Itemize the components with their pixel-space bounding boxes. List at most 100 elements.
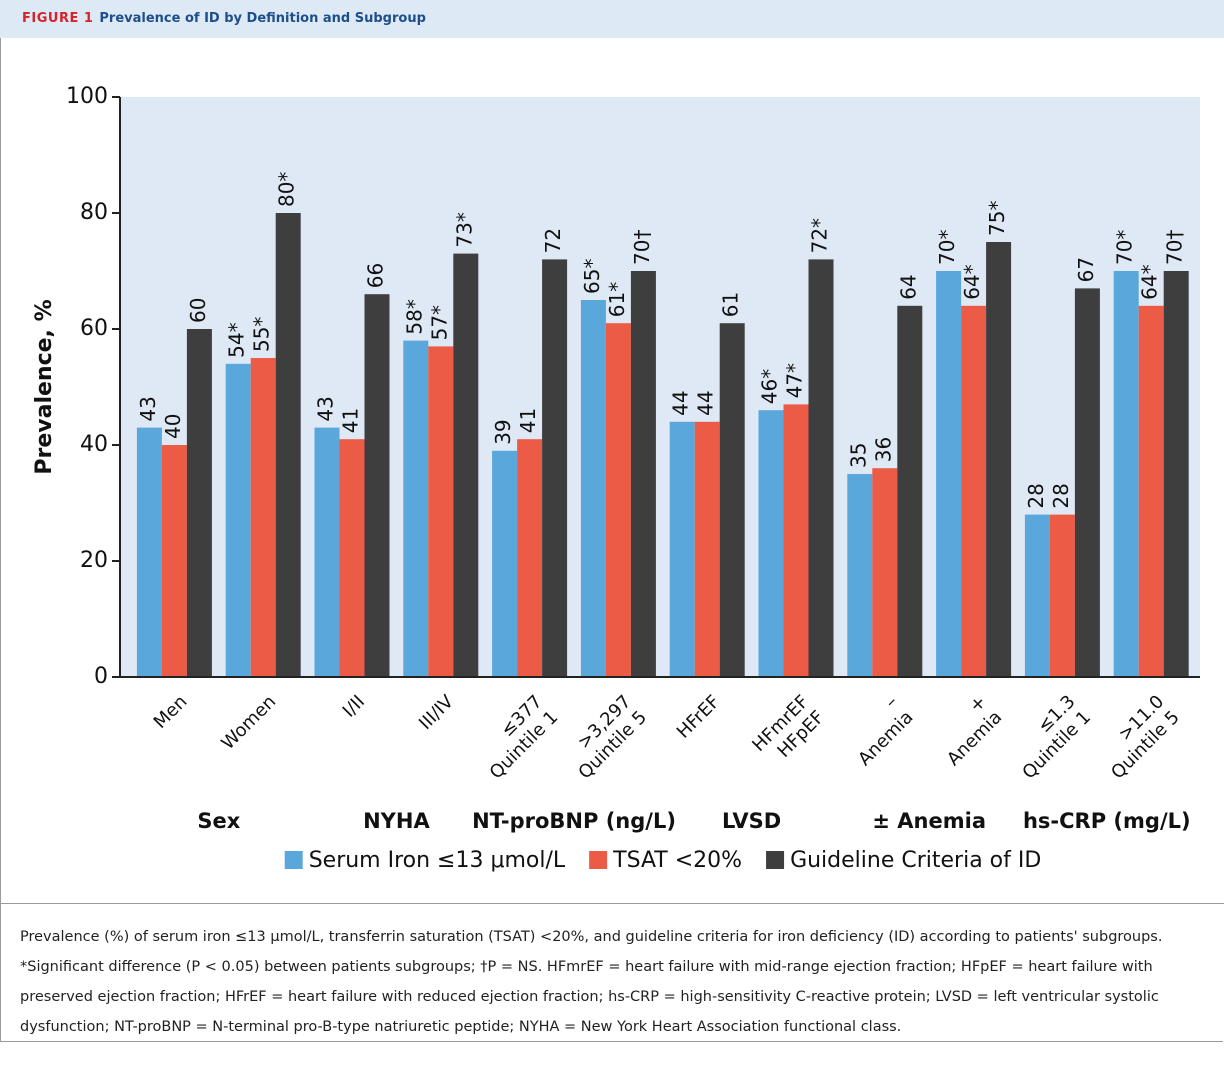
bar: [1074, 288, 1100, 677]
value-label: 58*: [402, 299, 426, 334]
bar: [492, 450, 518, 677]
value-label: 67: [1074, 257, 1098, 282]
value-label: 70*: [935, 230, 959, 265]
value-label: 64*: [960, 264, 984, 299]
bar: [542, 259, 568, 677]
value-label: 65*: [580, 259, 604, 294]
bar: [694, 421, 720, 677]
value-label: 64: [896, 274, 920, 299]
value-label: 57*: [427, 305, 451, 340]
value-label: 80*: [275, 172, 299, 207]
value-label: 41: [516, 408, 540, 433]
bar: [136, 427, 162, 677]
bar: [453, 253, 479, 677]
x-tick-label: Anemia: [943, 707, 1006, 770]
y-tick-label: 20: [80, 548, 108, 573]
value-label: 41: [339, 408, 363, 433]
y-tick-label: 0: [94, 664, 108, 689]
group-label: hs-CRP (mg/L): [1023, 809, 1191, 833]
bar: [872, 468, 898, 677]
y-tick-label: 40: [80, 432, 108, 457]
bar: [403, 340, 429, 677]
bar: [161, 445, 187, 677]
y-axis-label: Prevalence, %: [32, 299, 57, 474]
group-label: LVSD: [722, 809, 781, 833]
group-label: NYHA: [363, 809, 430, 833]
value-label: 61*: [605, 282, 629, 317]
value-label: 47*: [783, 363, 807, 398]
legend-label: TSAT <20%: [612, 848, 742, 873]
value-label: 28: [1049, 483, 1073, 508]
figure-header: FIGURE 1 Prevalence of ID by Definition a…: [0, 0, 1224, 38]
legend-label: Serum Iron ≤13 μmol/L: [309, 848, 566, 873]
bar: [936, 271, 962, 677]
value-label: 54*: [225, 322, 249, 357]
value-label: 72*: [808, 218, 832, 253]
figure-number: FIGURE 1: [22, 11, 94, 26]
y-tick-label: 100: [66, 84, 108, 109]
value-label: 73*: [452, 212, 476, 247]
bar: [225, 363, 251, 677]
legend-label: Guideline Criteria of ID: [790, 848, 1041, 873]
value-label: 44: [694, 390, 718, 415]
bar: [986, 242, 1012, 677]
bar: [364, 294, 390, 677]
y-tick-label: 60: [80, 316, 108, 341]
value-label: 46*: [758, 369, 782, 404]
y-tick-label: 80: [80, 200, 108, 225]
x-tick-label: Anemia: [854, 707, 917, 770]
bar: [605, 323, 631, 677]
value-label: 36: [871, 437, 895, 462]
x-tick-label: HFrEF: [673, 691, 724, 742]
legend-swatch: [766, 851, 785, 869]
bar: [783, 404, 809, 677]
group-label: Sex: [197, 809, 240, 833]
bar: [250, 358, 276, 677]
value-label: 43: [136, 396, 160, 421]
bar: [669, 421, 695, 677]
value-label: 70†: [630, 230, 654, 265]
value-label: 39: [491, 419, 515, 444]
value-label: 61: [719, 292, 743, 317]
bar: [630, 271, 656, 677]
caption: Prevalence (%) of serum iron ≤13 μmol/L,…: [20, 929, 1163, 1035]
bar: [1024, 514, 1050, 677]
value-label: 70†: [1163, 230, 1187, 265]
bar: [1138, 305, 1164, 677]
legend-swatch: [284, 851, 303, 869]
value-label: 64*: [1138, 264, 1162, 299]
bar: [339, 439, 365, 677]
value-label: 66: [364, 263, 388, 288]
bar: [186, 329, 212, 677]
value-label: 60: [186, 298, 210, 323]
value-label: 75*: [985, 201, 1009, 236]
group-label: NT-proBNP (ng/L): [472, 809, 676, 833]
value-label: 43: [314, 396, 338, 421]
bar: [961, 305, 987, 677]
bar: [847, 474, 873, 677]
value-label: 55*: [250, 317, 274, 352]
bar: [580, 300, 606, 677]
x-tick-label: III/IV: [415, 691, 458, 734]
value-label: 35: [846, 443, 870, 468]
bar: [758, 410, 784, 677]
value-label: 40: [161, 414, 185, 439]
x-tick-label: –: [881, 691, 902, 712]
bar: [1113, 271, 1139, 677]
value-label: 28: [1024, 483, 1048, 508]
value-label: 72: [541, 228, 565, 253]
bar: [808, 259, 834, 677]
figure-title: Prevalence of ID by Definition and Subgr…: [99, 11, 426, 26]
separator: [0, 903, 1224, 904]
bar: [428, 346, 454, 677]
x-tick-label: I/II: [339, 691, 369, 721]
bar: [314, 427, 340, 677]
x-tick-label: Women: [217, 691, 280, 754]
bar: [517, 439, 543, 677]
bar: [275, 213, 301, 677]
bar: [897, 305, 923, 677]
value-label: 44: [669, 390, 693, 415]
bar: [1049, 514, 1075, 677]
